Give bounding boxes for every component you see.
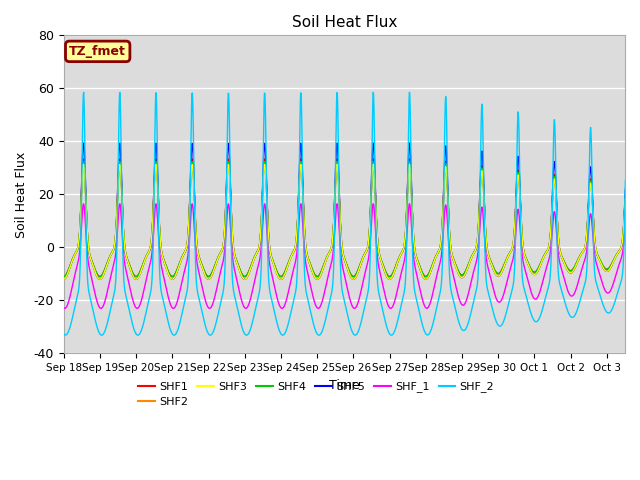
SHF3 [60, 276, 67, 282]
SHF3 [490, 269, 498, 275]
SHF1 [328, 245, 335, 251]
SHF2 [328, 245, 335, 251]
Text: TZ_fmet: TZ_fmet [69, 45, 126, 58]
SHF2 [490, 269, 498, 275]
SHF1 [339, 246, 346, 252]
SHF_2 [328, 291, 335, 297]
SHF4 [60, 274, 67, 279]
SHF3 [339, 247, 346, 252]
SHF_1 [97, 305, 105, 311]
SHF4 [490, 267, 498, 273]
SHF1 [575, 254, 583, 260]
Line: SHF1: SHF1 [63, 159, 640, 276]
SHF_1 [576, 274, 584, 280]
SHF4 [339, 246, 346, 252]
SHF4 [575, 254, 583, 260]
SHF4 [328, 245, 335, 251]
SHF5 [150, 174, 158, 180]
Line: SHF3: SHF3 [63, 164, 640, 279]
SHF3 [406, 161, 413, 167]
Line: SHF5: SHF5 [63, 143, 640, 279]
X-axis label: Time: Time [329, 379, 360, 392]
SHF2 [575, 255, 583, 261]
SHF4 [639, 265, 640, 271]
SHF5 [406, 140, 413, 146]
SHF_2 [632, 289, 640, 295]
SHF_1 [406, 201, 413, 207]
SHF5 [339, 248, 346, 254]
SHF3 [150, 185, 158, 191]
SHF2 [406, 159, 413, 165]
SHF1 [406, 156, 413, 162]
SHF_2 [576, 299, 584, 305]
SHF_1 [151, 212, 159, 218]
SHF5 [639, 267, 640, 273]
SHF2 [632, 257, 640, 263]
SHF2 [339, 247, 346, 252]
SHF2 [150, 183, 158, 189]
SHF_1 [60, 305, 67, 311]
Legend: SHF1, SHF2, SHF3, SHF4, SHF5, SHF_1, SHF_2: SHF1, SHF2, SHF3, SHF4, SHF5, SHF_1, SHF… [134, 377, 499, 411]
SHF2 [639, 267, 640, 273]
SHF1 [632, 256, 640, 262]
SHF5 [60, 276, 67, 282]
SHF4 [406, 158, 413, 164]
SHF_2 [491, 314, 499, 320]
SHF_2 [150, 174, 158, 180]
SHF_1 [328, 259, 335, 265]
Line: SHF4: SHF4 [63, 161, 640, 276]
Line: SHF2: SHF2 [63, 162, 640, 279]
SHF_1 [339, 264, 346, 270]
SHF5 [490, 269, 498, 275]
SHF_2 [639, 305, 640, 311]
SHF_1 [491, 291, 499, 297]
SHF1 [639, 265, 640, 271]
SHF_2 [339, 288, 346, 294]
SHF4 [150, 182, 158, 188]
SHF5 [632, 257, 640, 263]
SHF3 [632, 257, 640, 263]
Title: Soil Heat Flux: Soil Heat Flux [292, 15, 397, 30]
SHF4 [632, 256, 640, 262]
SHF1 [150, 180, 158, 186]
SHF_1 [639, 287, 640, 293]
SHF_1 [632, 271, 640, 277]
SHF_2 [60, 331, 67, 336]
Y-axis label: Soil Heat Flux: Soil Heat Flux [15, 151, 28, 238]
SHF2 [60, 276, 67, 282]
SHF1 [490, 267, 498, 273]
SHF_2 [406, 89, 413, 95]
SHF5 [575, 255, 583, 261]
SHF3 [639, 267, 640, 273]
SHF3 [328, 245, 335, 251]
Line: SHF_1: SHF_1 [63, 204, 640, 308]
SHF_2 [387, 332, 395, 338]
Line: SHF_2: SHF_2 [63, 92, 640, 335]
SHF5 [328, 246, 335, 252]
SHF3 [575, 255, 583, 261]
SHF1 [60, 274, 67, 279]
